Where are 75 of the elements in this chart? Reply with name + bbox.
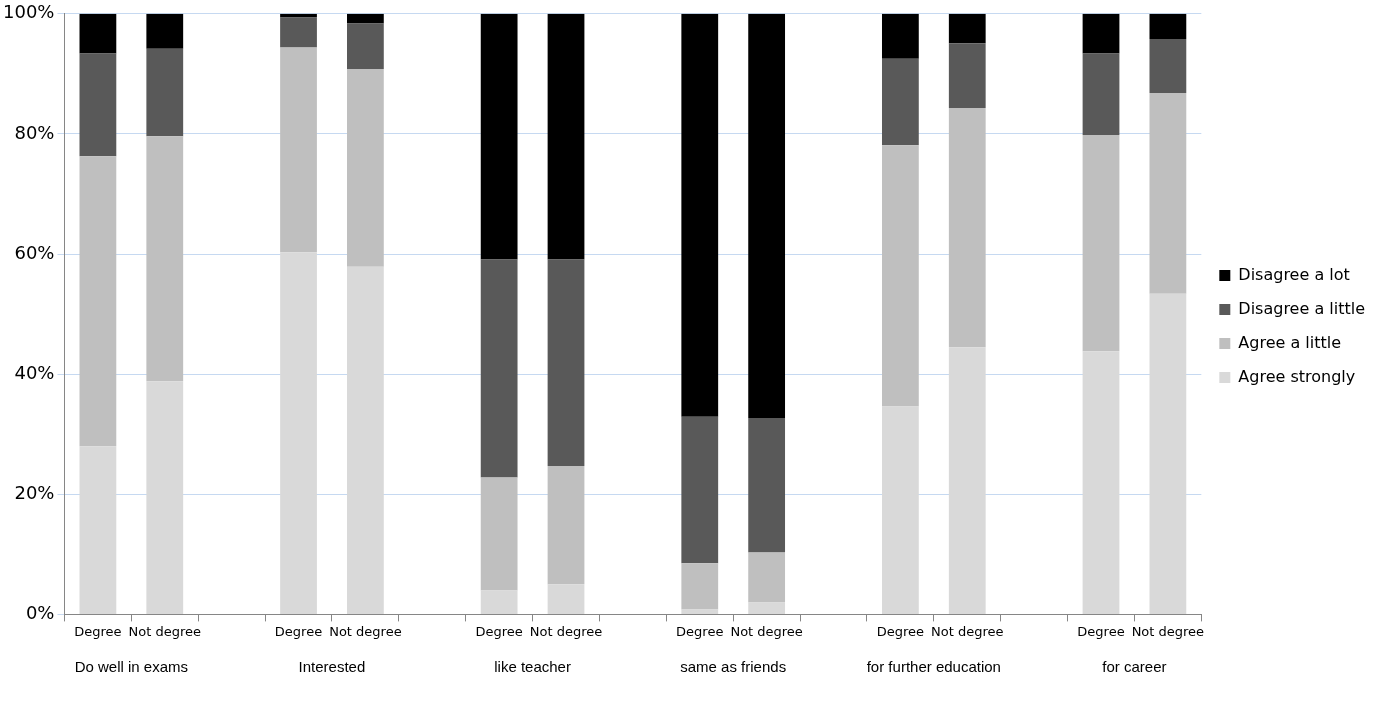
bar bbox=[547, 259, 585, 467]
x-tick-label: Degree bbox=[1077, 623, 1125, 639]
bar bbox=[347, 13, 384, 24]
bar bbox=[681, 416, 719, 564]
bar bbox=[948, 108, 986, 348]
bar bbox=[948, 347, 986, 614]
x-tick-label: Degree bbox=[676, 623, 724, 639]
x-tick-label: Degree bbox=[274, 623, 323, 639]
bar bbox=[79, 53, 117, 157]
bar bbox=[280, 47, 317, 253]
legend-label: Agree strongly bbox=[1238, 366, 1356, 386]
bar bbox=[1082, 13, 1120, 54]
bar bbox=[948, 43, 986, 109]
y-tick-label: 60% bbox=[14, 241, 55, 263]
y-tick-label: 100% bbox=[2, 1, 55, 23]
y-tick-label: 80% bbox=[14, 121, 55, 143]
bar bbox=[681, 13, 719, 417]
x-tick-label: Not degree bbox=[730, 623, 803, 639]
bar bbox=[681, 563, 719, 610]
bar bbox=[1082, 135, 1120, 352]
legend-label: Disagree a lot bbox=[1238, 264, 1350, 284]
x-tick-label: Not degree bbox=[1131, 623, 1205, 639]
legend-label: Disagree a little bbox=[1238, 298, 1366, 318]
x-tick-label: Degree bbox=[74, 623, 122, 639]
y-tick-label: 20% bbox=[14, 481, 55, 503]
bar bbox=[748, 602, 786, 614]
bar bbox=[79, 13, 117, 54]
bar bbox=[146, 48, 184, 137]
bar bbox=[146, 381, 184, 614]
bar bbox=[882, 406, 919, 614]
bar bbox=[280, 17, 317, 48]
bar bbox=[79, 156, 117, 447]
bar bbox=[547, 584, 585, 614]
bar bbox=[748, 13, 786, 418]
text: Do well in exams bbox=[74, 658, 189, 676]
bar bbox=[748, 418, 786, 553]
y-tick-label: 0% bbox=[25, 602, 55, 624]
bar bbox=[480, 13, 518, 260]
text: Interested bbox=[298, 658, 366, 676]
bar bbox=[480, 477, 518, 591]
text: for career bbox=[1102, 658, 1167, 676]
x-tick-label: Degree bbox=[475, 623, 523, 639]
bar bbox=[146, 136, 184, 382]
bar bbox=[1082, 53, 1120, 136]
bar bbox=[347, 23, 384, 70]
bar bbox=[1082, 351, 1120, 614]
y-tick-label: 40% bbox=[14, 361, 55, 383]
bar bbox=[748, 552, 786, 603]
bar bbox=[480, 590, 518, 614]
x-tick-label: Not degree bbox=[128, 623, 202, 639]
text: like teacher bbox=[494, 658, 571, 676]
bar bbox=[146, 13, 184, 49]
x-tick-label: Not degree bbox=[529, 623, 603, 639]
bar bbox=[547, 13, 585, 260]
bar bbox=[1149, 39, 1187, 94]
bar bbox=[347, 266, 384, 614]
legend-label: Agree a little bbox=[1238, 332, 1342, 352]
x-tick-label: Not degree bbox=[329, 623, 402, 639]
x-tick-label: Not degree bbox=[931, 623, 1004, 639]
bar bbox=[347, 69, 384, 267]
bar bbox=[948, 13, 986, 44]
bar bbox=[882, 145, 919, 407]
bar bbox=[480, 259, 518, 478]
bar bbox=[1149, 293, 1187, 614]
bar bbox=[1149, 93, 1187, 294]
bar bbox=[1149, 13, 1187, 40]
bar bbox=[882, 13, 919, 59]
x-tick-label: Degree bbox=[876, 623, 925, 639]
bar bbox=[79, 446, 117, 614]
bar bbox=[681, 609, 719, 614]
text: for further education bbox=[866, 658, 1001, 676]
bar bbox=[280, 252, 317, 614]
bar bbox=[882, 58, 919, 146]
text: same as friends bbox=[680, 658, 787, 676]
bar bbox=[547, 466, 585, 585]
